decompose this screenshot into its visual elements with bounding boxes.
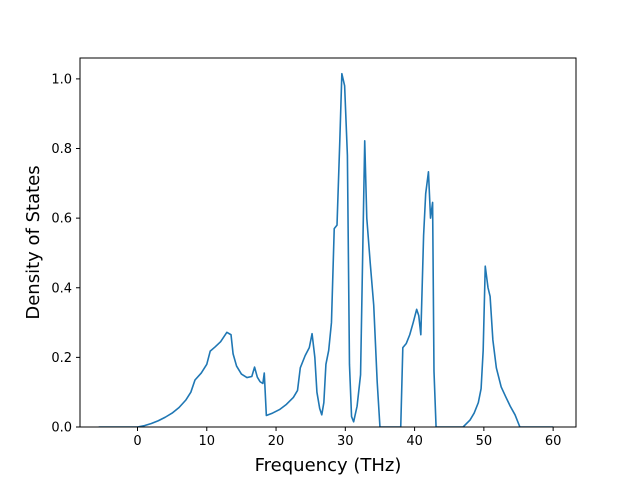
x-tick-label: 20 [268,434,285,449]
x-axis: 0 10 20 30 40 50 60 [133,427,561,449]
x-tick-label: 0 [133,434,141,449]
y-tick-label: 0.6 [51,212,72,227]
dos-series-line [98,72,554,427]
x-tick-label: 40 [406,434,423,449]
y-axis-label: Density of States [23,165,44,319]
x-tick-label: 50 [476,434,493,449]
y-tick-label: 1.0 [51,72,72,87]
y-axis: 0.0 0.2 0.4 0.6 0.8 1.0 [51,72,80,436]
axes-frame [79,57,577,428]
y-tick-label: 0.0 [51,421,72,436]
plot-area [98,72,554,427]
y-tick-label: 0.4 [51,281,72,296]
x-axis-label: Frequency (THz) [255,455,402,476]
x-tick-label: 30 [337,434,354,449]
x-tick-label: 10 [198,434,215,449]
y-tick-label: 0.2 [51,351,72,366]
x-tick-label: 60 [545,434,562,449]
y-tick-label: 0.8 [51,142,72,157]
